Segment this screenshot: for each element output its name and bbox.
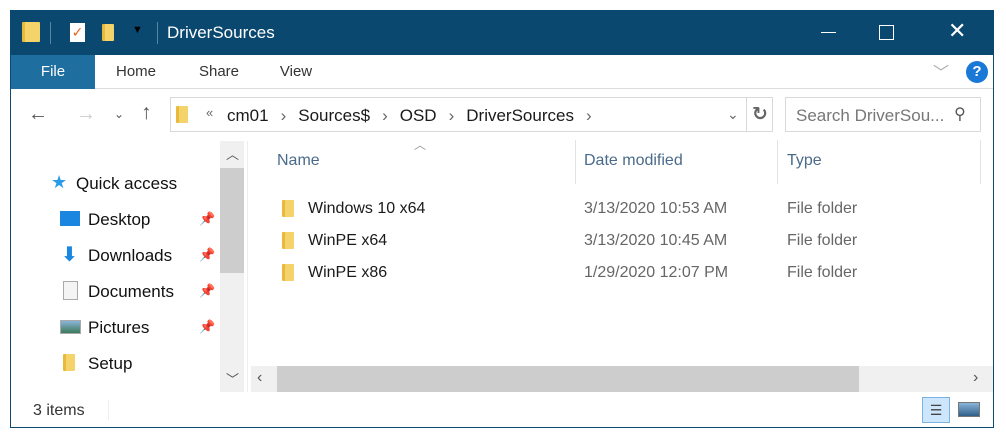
refresh-icon[interactable]: ↻ [752,104,768,125]
search-icon[interactable]: ⚲ [954,106,966,123]
up-button[interactable]: ↑ [141,101,152,124]
breadcrumb: cm01 › Sources$ › OSD › DriverSources › [227,106,592,125]
item-count: 3 items [33,402,85,419]
title-bar: ✓ ▼ DriverSources ✕ [10,10,994,55]
nav-desktop[interactable]: Desktop [88,210,151,229]
crumb-sources[interactable]: Sources$ [298,106,371,125]
search-input[interactable]: Search DriverSou... [796,106,945,125]
help-icon[interactable]: ? [966,61,988,83]
properties-icon[interactable]: ✓ [70,23,85,42]
minimize-icon[interactable] [821,32,836,33]
folder-icon [22,22,40,42]
forward-button[interactable]: → [76,103,96,125]
file-date: 1/29/2020 12:07 PM [584,264,729,281]
file-row[interactable]: WinPE x86 1/29/2020 12:07 PM File folder [270,260,970,286]
folder-icon [282,200,294,217]
search-box[interactable]: Search DriverSou... ⚲ [785,97,981,132]
scroll-up-icon[interactable]: ︿ [226,147,240,162]
file-date: 3/13/2020 10:53 AM [584,200,728,217]
address-bar[interactable]: « cm01 › Sources$ › OSD › DriverSources › ⌄ … [170,97,773,132]
pin-icon[interactable]: 📌 [199,247,216,262]
pin-icon[interactable]: 📌 [199,283,216,298]
folder-icon [282,264,294,281]
file-name: Windows 10 x64 [308,200,426,217]
column-header-date[interactable]: Date modified [584,152,683,169]
nav-documents[interactable]: Documents [88,282,174,301]
window-title: DriverSources [167,23,275,42]
scroll-down-icon[interactable]: ﹀ [226,372,240,387]
nav-pictures[interactable]: Pictures [88,318,150,337]
file-row[interactable]: Windows 10 x64 3/13/2020 10:53 AM File f… [270,196,970,222]
pin-icon[interactable]: 📌 [199,319,216,334]
scrollbar-thumb[interactable] [220,168,244,273]
scrollbar-thumb[interactable] [277,366,859,392]
tab-view[interactable]: View [279,63,313,80]
expand-ribbon-icon[interactable]: ﹀ [933,65,950,82]
tab-home[interactable]: Home [115,63,156,80]
sort-ascending-icon: ︿ [414,138,427,152]
divider [50,22,51,44]
horizontal-scrollbar[interactable]: ‹ › [251,366,993,392]
file-type: File folder [787,264,858,281]
nav-quick-access[interactable]: Quick access [76,174,178,193]
column-divider[interactable] [980,140,981,184]
quick-access-icon: ★ [51,172,68,192]
divider [157,22,158,44]
back-button[interactable]: ← [28,103,48,125]
details-view-button[interactable]: ☰ [922,397,950,423]
file-date: 3/13/2020 10:45 AM [584,232,728,249]
folder-icon [176,106,188,123]
divider [108,400,109,420]
large-icons-view-button[interactable] [958,402,980,417]
folder-icon [282,232,294,249]
divider [746,98,747,131]
tab-share[interactable]: Share [198,63,240,80]
crumb-cm01[interactable]: cm01 [227,106,269,125]
file-type: File folder [787,200,858,217]
folder-icon [63,354,75,371]
file-row[interactable]: WinPE x64 3/13/2020 10:45 AM File folder [270,228,970,254]
tab-file[interactable]: File [11,55,95,89]
documents-icon [63,281,78,300]
file-type: File folder [787,232,858,249]
navigation-pane: ★ Quick access Desktop 📌 ⬇ Downloads 📌 D… [11,140,220,393]
maximize-icon[interactable] [879,25,894,40]
scroll-left-icon[interactable]: ‹ [257,369,263,386]
column-header-type[interactable]: Type [787,152,822,169]
crumb-driversources[interactable]: DriverSources [466,106,574,125]
customize-toolbar-icon[interactable]: ▼ [132,24,143,36]
crumb-osd[interactable]: OSD [399,106,437,125]
file-name: WinPE x86 [308,264,388,281]
pane-divider [247,141,248,392]
file-name: WinPE x64 [308,232,388,249]
nav-setup[interactable]: Setup [88,354,133,373]
desktop-icon [60,211,80,226]
pictures-icon [60,320,81,334]
scroll-right-icon[interactable]: › [973,369,979,386]
column-header-name[interactable]: Name [277,152,320,169]
column-divider[interactable] [575,140,576,184]
pin-icon[interactable]: 📌 [199,211,216,226]
nav-scrollbar[interactable]: ︿ ﹀ [220,141,244,392]
ribbon-tabs: File Home Share View ﹀ ? [11,55,993,89]
overflow-crumb[interactable]: « [206,105,214,120]
downloads-icon: ⬇ [61,244,78,266]
address-dropdown-icon[interactable]: ⌄ [727,106,739,122]
recent-locations-icon[interactable]: ⌄ [114,107,125,121]
close-icon[interactable]: ✕ [948,18,967,43]
new-folder-icon[interactable] [102,24,114,41]
column-divider[interactable] [777,140,778,184]
nav-downloads[interactable]: Downloads [88,246,173,265]
